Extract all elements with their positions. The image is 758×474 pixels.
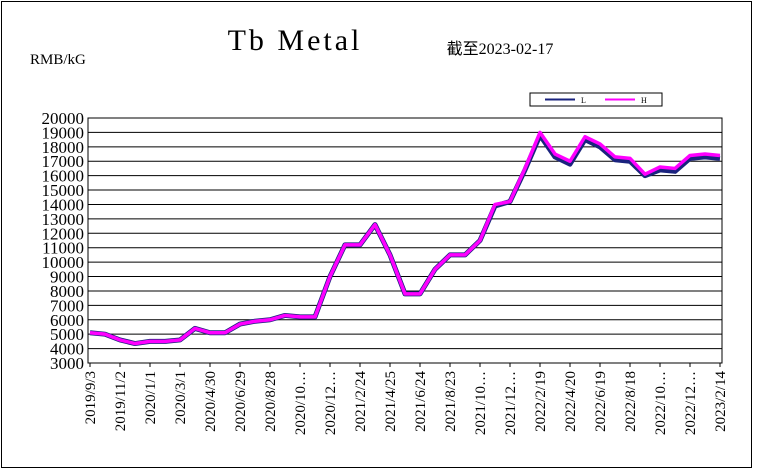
line-series <box>89 130 721 346</box>
x-tick-label: 2022/10… <box>653 371 669 435</box>
x-tick-label: 2022/4/20 <box>563 371 579 432</box>
line-series <box>89 132 721 347</box>
y-tick-label: 9000 <box>50 268 84 287</box>
chart-title: Tb Metal <box>228 24 363 57</box>
x-tick-label: 2021/8/23 <box>443 371 459 432</box>
x-tick-label: 2020/4/30 <box>203 371 219 432</box>
y-tick-label: 3000 <box>50 354 84 373</box>
x-tick-label: 2020/3/1 <box>173 371 189 424</box>
x-tick-label: 2020/12… <box>323 371 339 435</box>
y-tick-label: 10000 <box>42 253 85 272</box>
x-tick-label: 2021/12… <box>503 371 519 435</box>
legend-box <box>529 92 663 107</box>
y-tick-label: 7000 <box>50 296 84 315</box>
x-tick-label: 2021/6/24 <box>413 371 429 432</box>
legend-label: H <box>641 96 647 105</box>
x-tick-label: 2020/10… <box>293 371 309 435</box>
y-tick-label: 20000 <box>42 109 85 128</box>
y-tick-label: 16000 <box>42 167 85 186</box>
y-tick-label: 18000 <box>42 138 85 157</box>
y-tick-label: 13000 <box>42 210 85 229</box>
y-tick-label: 4000 <box>50 340 84 359</box>
x-tick-label: 2020/6/29 <box>233 371 249 432</box>
y-tick-label: 6000 <box>50 311 84 330</box>
y-tick-label: 19000 <box>42 123 85 142</box>
x-tick-label: 2019/9/3 <box>83 371 99 424</box>
legend-label: L <box>581 96 586 105</box>
y-tick-label: 5000 <box>50 325 84 344</box>
x-tick-label: 2022/6/19 <box>593 371 609 432</box>
y-tick-label: 17000 <box>42 152 85 171</box>
y-tick-label: 8000 <box>50 282 84 301</box>
x-tick-label: 2022/12… <box>683 371 699 435</box>
x-tick-label: 2022/2/19 <box>533 371 549 432</box>
plot-area <box>87 117 723 364</box>
y-tick-label: 11000 <box>42 239 84 258</box>
x-tick-label: 2020/8/28 <box>263 371 279 432</box>
x-tick-label: 2021/10… <box>473 371 489 435</box>
subtitle: 截至2023-02-17 <box>447 40 554 58</box>
frame <box>1 1 752 468</box>
x-tick-label: 2021/4/25 <box>383 371 399 432</box>
y-tick-label: 15000 <box>42 181 85 200</box>
y-axis-label: RMB/kG <box>30 52 86 68</box>
x-tick-label: 2019/11/2 <box>113 371 129 431</box>
x-tick-label: 2021/2/24 <box>353 371 369 432</box>
y-tick-label: 14000 <box>42 195 85 214</box>
x-tick-label: 2020/1/1 <box>143 371 159 424</box>
x-tick-label: 2023/2/14 <box>713 371 729 432</box>
x-tick-label: 2022/8/18 <box>623 371 639 432</box>
y-tick-label: 12000 <box>42 224 85 243</box>
